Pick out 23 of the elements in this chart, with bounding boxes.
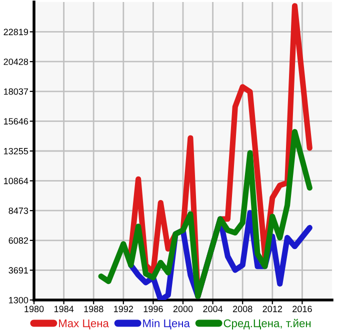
x-tick-label: 1980 — [24, 306, 44, 312]
x-tick-label: 2016 — [292, 306, 312, 312]
y-tick-label: 6082 — [8, 237, 28, 244]
x-tick-label: 1992 — [114, 306, 133, 312]
y-tick-label: 8473 — [8, 208, 28, 214]
y-tick-label: 13255 — [4, 148, 28, 154]
y-tick-label: 1300 — [9, 296, 28, 304]
y-tick-label: 15646 — [4, 118, 28, 125]
x-tick-label: 1996 — [144, 306, 163, 312]
x-tick-label: 2004 — [203, 306, 223, 312]
legend-label: Max Цена — [59, 319, 109, 330]
y-tick-label: 20428 — [4, 58, 28, 65]
y-tick-label: 10864 — [4, 178, 28, 184]
x-tick-label: 1984 — [54, 306, 74, 312]
y-tick-label: 3691 — [8, 267, 28, 274]
y-tick-label: 22819 — [4, 28, 28, 36]
x-tick-label: 2008 — [233, 306, 252, 312]
y-tick-label: 18037 — [4, 88, 28, 95]
x-tick-label: 1988 — [84, 306, 104, 312]
legend-label: Сред.Цена, т.йен — [224, 318, 311, 330]
legend-label: Min Цена — [143, 319, 190, 330]
x-tick-label: 2000 — [173, 306, 193, 312]
x-tick-label: 2012 — [262, 306, 282, 312]
